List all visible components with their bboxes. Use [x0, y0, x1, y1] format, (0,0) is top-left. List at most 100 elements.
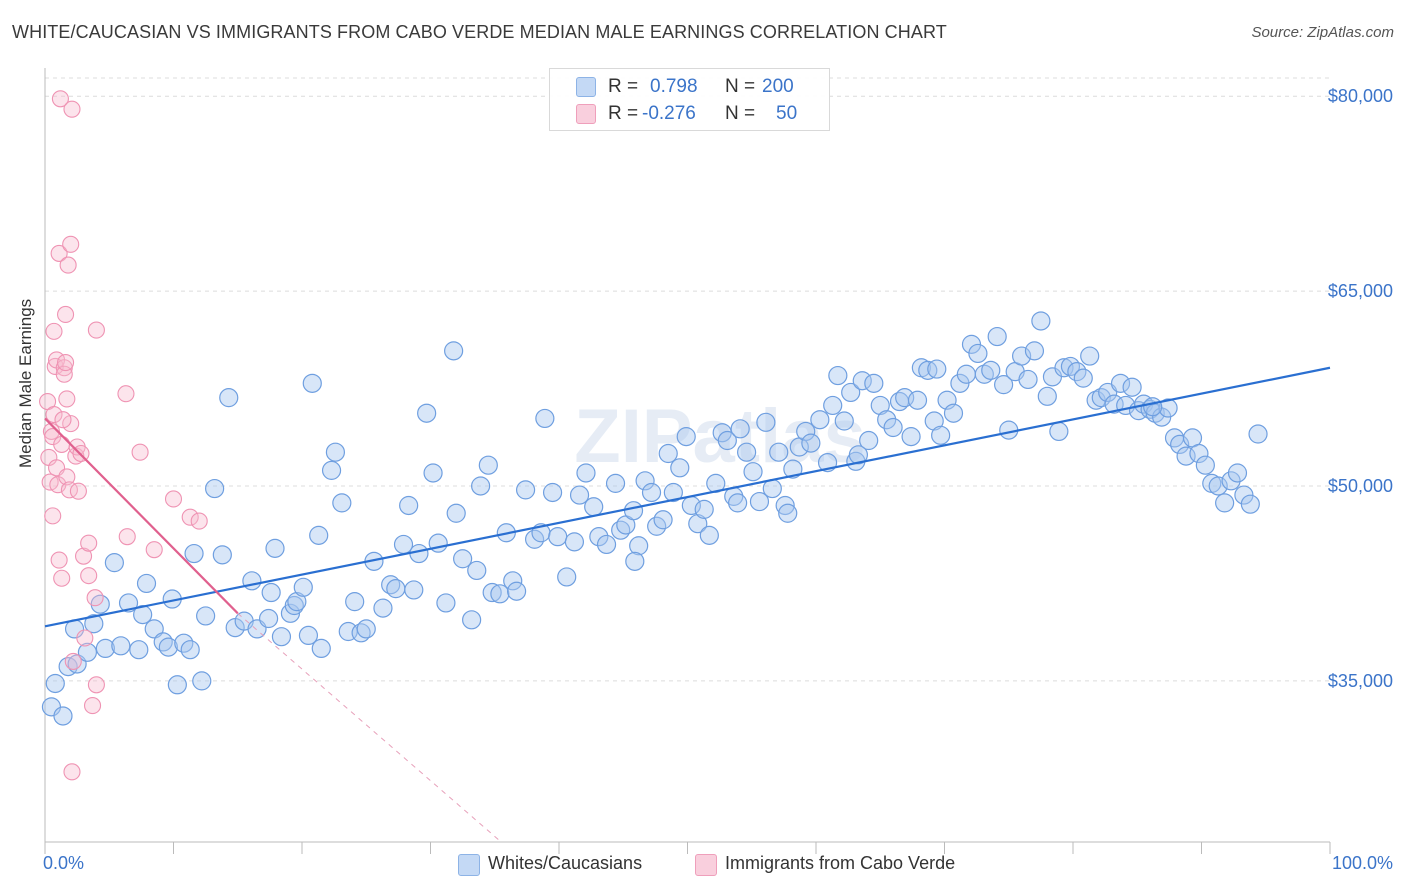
legend-label: Immigrants from Cabo Verde: [725, 853, 956, 873]
data-point-whites: [994, 375, 1014, 395]
data-point-whites: [95, 638, 115, 659]
data-point-whites: [104, 553, 124, 573]
data-point-whites: [548, 527, 568, 547]
data-point-whites: [482, 582, 502, 603]
data-point-cabo: [57, 354, 75, 372]
data-point-whites: [576, 463, 596, 483]
data-point-cabo: [50, 244, 68, 262]
y-tick-label: $35,000: [1328, 671, 1393, 691]
data-point-whites: [293, 577, 313, 597]
data-point-whites: [111, 636, 131, 656]
data-point-cabo: [62, 235, 80, 253]
data-point-whites: [653, 510, 673, 530]
data-point-whites: [180, 640, 200, 660]
data-point-whites: [699, 525, 719, 545]
data-point-whites: [641, 482, 662, 503]
data-point-whites: [1018, 369, 1038, 390]
data-point-whites: [943, 403, 964, 423]
data-point-whites: [45, 673, 65, 694]
data-point-whites: [345, 592, 365, 612]
data-point-whites: [542, 482, 563, 503]
data-point-whites: [823, 395, 843, 416]
data-point-whites: [1158, 398, 1178, 418]
stats-swatch-whites: [576, 77, 596, 97]
data-point-whites: [404, 580, 424, 600]
cabo-points: [39, 90, 208, 781]
data-point-whites: [810, 410, 830, 430]
data-point-whites: [158, 637, 178, 657]
data-point-whites: [749, 491, 770, 512]
data-point-cabo: [53, 569, 71, 587]
data-point-whites: [462, 610, 482, 630]
data-point-whites: [828, 365, 848, 386]
data-point-whites: [373, 598, 393, 618]
data-point-cabo: [51, 90, 69, 108]
y-tick-labels: $35,000 $50,000 $65,000 $80,000: [1328, 86, 1393, 691]
data-point-cabo: [53, 435, 71, 453]
data-point-whites: [1240, 494, 1260, 514]
data-point-whites: [924, 411, 944, 431]
data-point-whites: [769, 442, 789, 462]
trend-lines: [44, 366, 1331, 843]
data-point-whites: [870, 395, 890, 416]
data-point-whites: [302, 373, 322, 393]
data-point-whites: [271, 627, 292, 647]
trend-line-whites: [44, 366, 1331, 628]
data-point-whites: [717, 430, 737, 451]
data-point-whites: [1086, 390, 1106, 410]
data-point-whites: [309, 525, 329, 545]
data-point-whites: [535, 408, 555, 429]
data-point-whites: [153, 632, 173, 652]
data-point-whites: [409, 543, 429, 564]
data-point-whites: [775, 495, 795, 516]
data-point-whites: [859, 430, 879, 451]
data-point-whites: [1080, 346, 1100, 366]
data-point-whites: [196, 606, 216, 626]
stats-row-whites: R = 0.798 N = 200: [550, 74, 829, 100]
data-point-cabo: [60, 481, 78, 499]
data-point-whites: [490, 584, 510, 604]
y-axis-label: Median Male Earnings: [16, 298, 35, 468]
data-point-cabo: [45, 405, 63, 424]
data-point-cabo: [45, 322, 63, 340]
data-point-whites: [129, 640, 149, 660]
data-point-whites: [596, 534, 617, 555]
stats-n-label: N =: [725, 76, 756, 97]
data-point-whites: [981, 360, 1001, 380]
data-point-whites: [756, 412, 776, 432]
data-point-whites: [446, 503, 466, 523]
data-point-whites: [515, 480, 536, 500]
legend-label: Whites/Caucasians: [488, 853, 643, 873]
data-point-whites: [478, 455, 498, 475]
data-point-whites: [1195, 455, 1215, 475]
data-point-whites: [778, 503, 798, 523]
data-point-whites: [852, 371, 872, 391]
data-point-whites: [1011, 346, 1032, 366]
data-point-cabo: [80, 534, 98, 552]
stats-r-value: 0.798: [650, 76, 698, 97]
data-point-whites: [192, 671, 212, 691]
data-point-whites: [956, 364, 976, 384]
data-point-cabo: [57, 305, 75, 324]
data-point-whites: [1248, 424, 1268, 444]
data-point-whites: [743, 462, 763, 482]
data-point-whites: [927, 359, 947, 379]
data-point-whites: [796, 421, 816, 442]
stats-n-value: 200: [762, 76, 794, 97]
data-point-whites: [265, 538, 285, 558]
legend-swatch-cabo: [695, 854, 717, 876]
data-point-cabo: [63, 100, 81, 118]
data-point-whites: [311, 638, 331, 659]
data-point-whites: [584, 497, 604, 517]
stats-r-value: -0.276: [642, 103, 696, 124]
data-point-cabo: [59, 256, 77, 274]
data-point-whites: [663, 482, 683, 503]
data-point-whites: [1037, 386, 1057, 406]
data-point-cabo: [69, 482, 87, 500]
stats-row-cabo: R = -0.276 N = 50: [550, 101, 829, 127]
data-point-whites: [968, 343, 988, 364]
data-point-cabo: [86, 589, 104, 607]
data-point-whites: [1031, 311, 1051, 331]
x-tick-label: 100.0%: [1332, 853, 1393, 873]
